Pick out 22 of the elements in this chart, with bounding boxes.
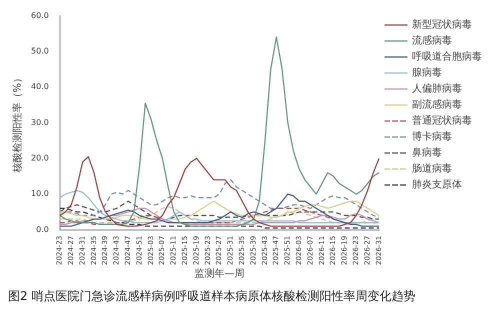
legend-label: 人偏肺病毒 <box>412 82 462 95</box>
y-tick-label: 10.0 <box>31 189 49 198</box>
legend-label: 副流感病毒 <box>412 98 462 111</box>
x-axis-title: 监测年—周 <box>194 268 244 280</box>
legend-label: 新型冠状病毒 <box>412 18 472 31</box>
legend-label: 博卡病毒 <box>412 130 452 143</box>
y-tick-label: 20.0 <box>31 154 49 163</box>
y-axis-title: 核酸检测阳性率（%） <box>12 73 24 174</box>
legend-label: 鼻病毒 <box>412 146 442 159</box>
y-tick-label: 60.0 <box>31 10 49 20</box>
caption: 图2 哨点医院门急诊流感样病例呼吸道样本病原体核酸检测阳性率周变化趋势 <box>8 288 416 305</box>
legend-label: 肺炎支原体 <box>412 178 462 191</box>
y-tick-label: 30.0 <box>31 118 49 127</box>
legend-label: 普通冠状病毒 <box>412 114 472 127</box>
y-tick-label: 40.0 <box>31 82 49 92</box>
legend-label: 流感病毒 <box>412 34 452 47</box>
legend-label: 腺病毒 <box>412 66 442 79</box>
line-series <box>59 179 380 218</box>
legend-label: 呼吸道合胞病毒 <box>412 50 482 63</box>
y-tick-label: 0.0 <box>36 224 49 234</box>
legend-label: 肠道病毒 <box>412 162 452 175</box>
y-tick-label: 50.0 <box>31 46 49 56</box>
